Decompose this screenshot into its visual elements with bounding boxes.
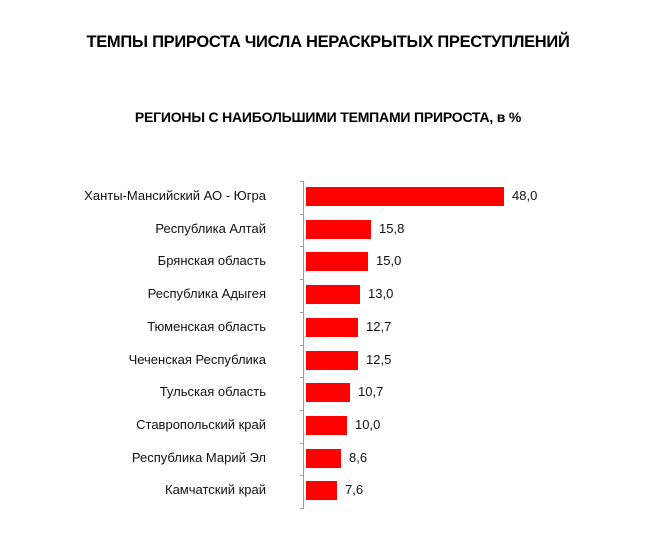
bar-row: Республика Алтай 15,8 [0, 214, 656, 246]
bar-row: Чеченская Республика 12,5 [0, 345, 656, 377]
bar [306, 285, 360, 304]
bar [306, 481, 337, 500]
value-label: 12,7 [366, 319, 392, 334]
bar [306, 449, 341, 468]
axis-tick [300, 377, 304, 378]
bar [306, 351, 358, 370]
axis-tick [300, 246, 304, 247]
bar-row: Брянская область 15,0 [0, 246, 656, 278]
bar [306, 187, 504, 206]
category-label: Республика Адыгея [147, 286, 266, 301]
bar-row: Ставропольский край 10,0 [0, 410, 656, 442]
axis-tick [300, 279, 304, 280]
category-label: Республика Алтай [155, 221, 266, 236]
axis-tick [300, 475, 304, 476]
category-label: Чеченская Республика [128, 352, 266, 367]
value-label: 13,0 [368, 286, 394, 301]
axis-tick [300, 312, 304, 313]
axis-tick [300, 443, 304, 444]
axis-tick [300, 181, 304, 182]
bar [306, 318, 358, 337]
bar-row: Камчатский край 7,6 [0, 475, 656, 507]
value-label: 8,6 [349, 450, 368, 465]
bar-row: Республика Адыгея 13,0 [0, 279, 656, 311]
bar-row: Ханты-Мансийский АО - Югра 48,0 [0, 181, 656, 213]
axis-tick [300, 214, 304, 215]
bar [306, 416, 347, 435]
category-label: Ставропольский край [136, 417, 266, 432]
category-axis [303, 181, 304, 508]
category-label: Тульская область [159, 384, 266, 399]
value-label: 10,7 [358, 384, 384, 399]
value-label: 15,0 [376, 253, 402, 268]
bar [306, 252, 368, 271]
value-label: 10,0 [355, 417, 381, 432]
value-label: 12,5 [366, 352, 392, 367]
category-label: Тюменская область [147, 319, 266, 334]
category-label: Брянская область [157, 253, 266, 268]
bar [306, 383, 350, 402]
bar-row: Республика Марий Эл 8,6 [0, 443, 656, 475]
axis-tick [300, 410, 304, 411]
chart-title: ТЕМПЫ ПРИРОСТА ЧИСЛА НЕРАСКРЫТЫХ ПРЕСТУП… [86, 33, 570, 51]
category-label: Республика Марий Эл [131, 450, 266, 465]
axis-tick [300, 345, 304, 346]
chart-subtitle: РЕГИОНЫ С НАИБОЛЬШИМИ ТЕМПАМИ ПРИРОСТА, … [134, 109, 522, 125]
value-label: 15,8 [379, 221, 405, 236]
bar-row: Тюменская область 12,7 [0, 312, 656, 344]
category-label: Камчатский край [165, 482, 266, 497]
category-label: Ханты-Мансийский АО - Югра [84, 188, 266, 203]
bar-row: Тульская область 10,7 [0, 377, 656, 409]
value-label: 48,0 [512, 188, 538, 203]
bar [306, 220, 371, 239]
value-label: 7,6 [345, 482, 364, 497]
axis-tick [300, 508, 304, 509]
